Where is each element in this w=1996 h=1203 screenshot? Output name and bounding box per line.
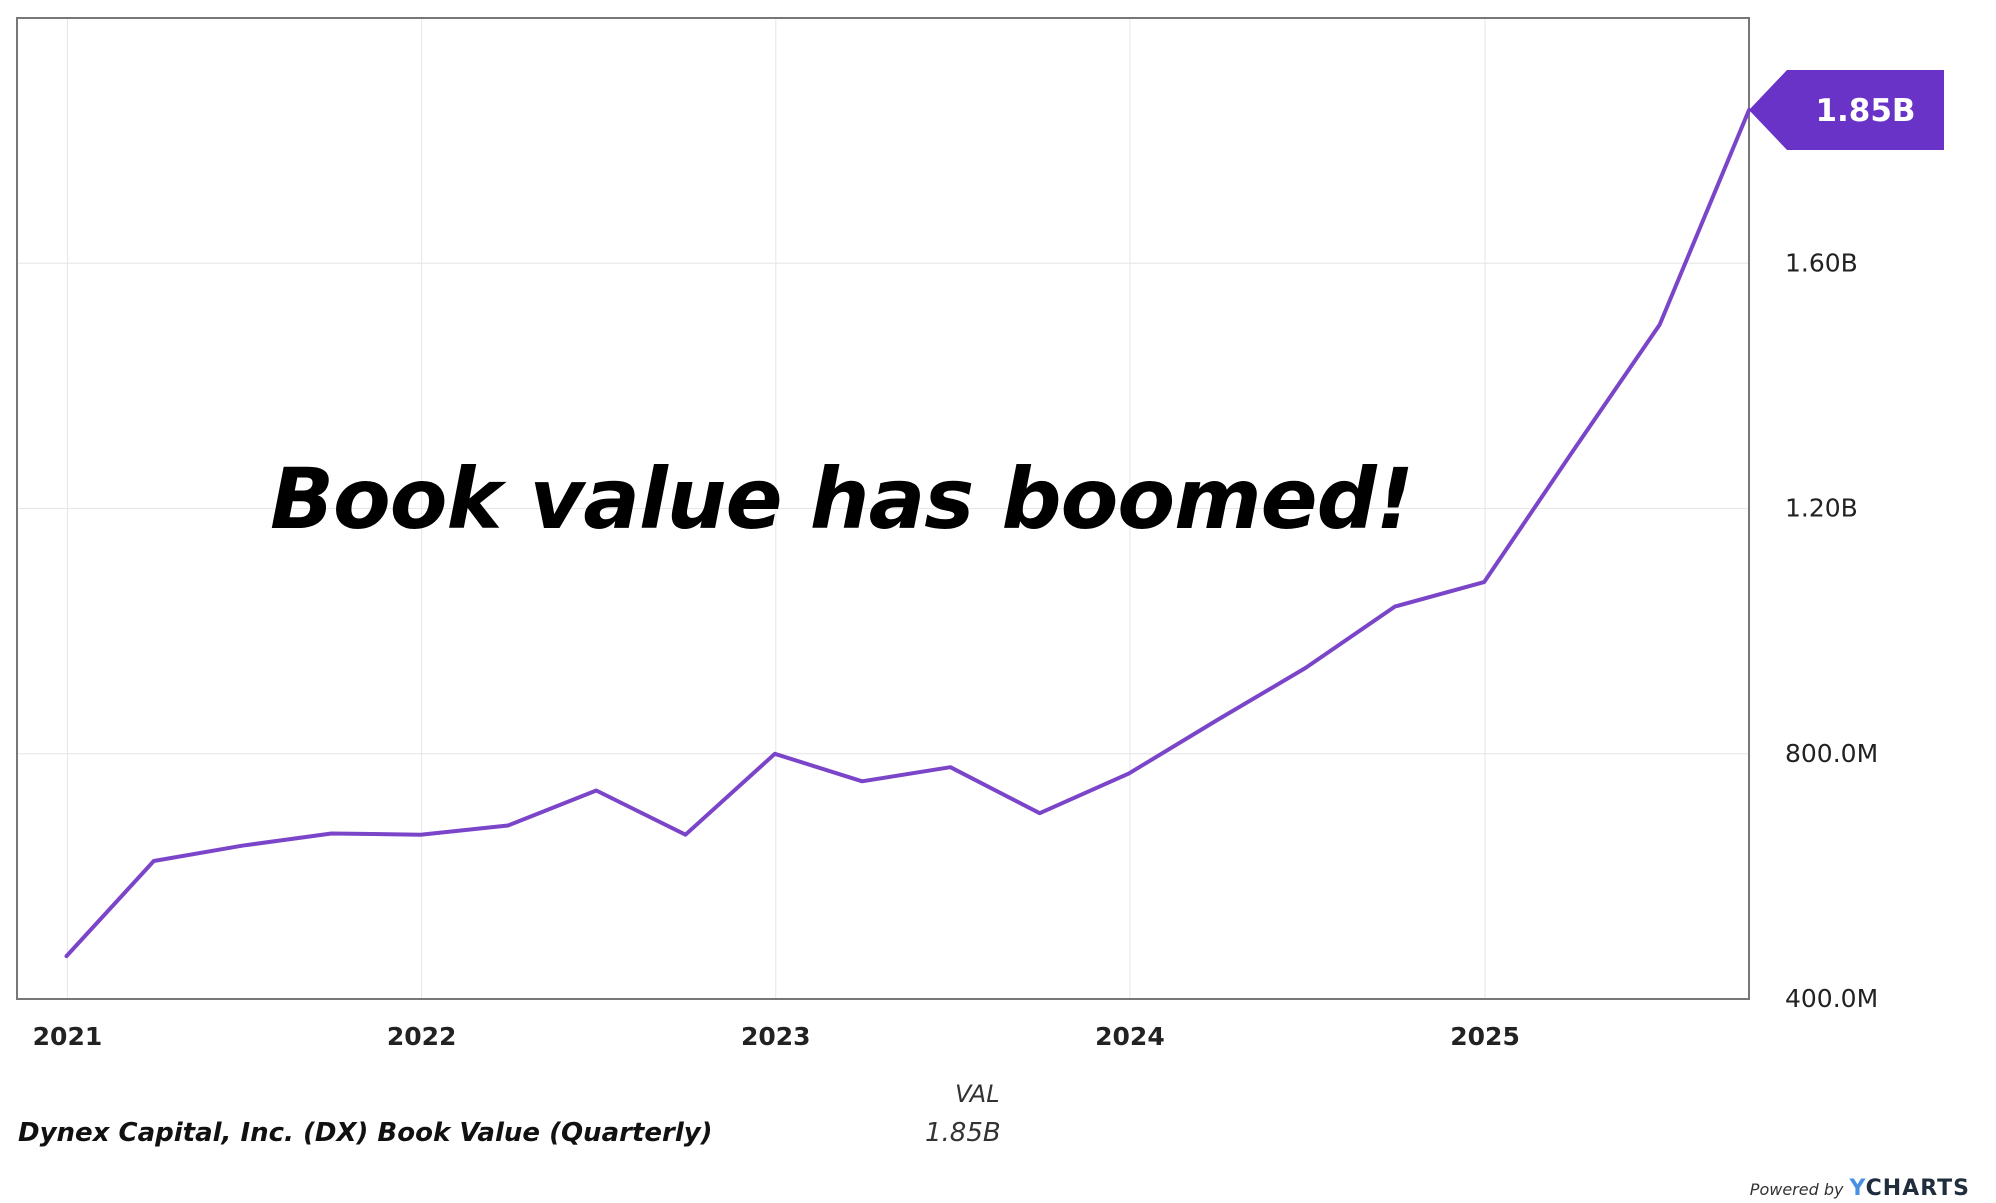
chart-annotation: Book value has boomed! (270, 450, 1413, 548)
powered-by-ycharts[interactable]: Powered by YCHARTS (1750, 1176, 1970, 1201)
powered-by-text: Powered by (1749, 1180, 1844, 1199)
legend-series-name: Dynex Capital, Inc. (DX) Book Value (Qua… (18, 1118, 713, 1148)
y-tick-label: 800.0M (1785, 739, 1878, 768)
x-tick-label: 2023 (741, 1022, 811, 1051)
y-tick-label: 400.0M (1785, 984, 1878, 1013)
x-tick-label: 2021 (33, 1022, 103, 1051)
ycharts-logo: YCHARTS (1849, 1176, 1970, 1201)
last-value-marker (1749, 69, 1944, 150)
plot-frame (16, 17, 1750, 1000)
last-value-callout: 1.85B (1749, 69, 1944, 150)
x-tick-label: 2025 (1450, 1022, 1520, 1051)
last-value-label: 1.85B (1815, 93, 1915, 129)
x-tick-label: 2024 (1095, 1022, 1165, 1051)
legend-column-header: VAL (955, 1080, 1000, 1108)
chart-grid (17, 18, 1749, 999)
y-tick-label: 1.60B (1785, 248, 1858, 277)
legend-series-value: 1.85B (925, 1118, 1001, 1148)
series-lines (64, 108, 1751, 959)
series-line (64, 108, 1751, 959)
y-tick-label: 1.20B (1785, 494, 1858, 523)
x-axis-ticks: 2021 2022 2023 2024 2025 (33, 1022, 1520, 1051)
y-axis-ticks: 400.0M 800.0M 1.20B 1.60B (1785, 248, 1878, 1013)
x-tick-label: 2022 (387, 1022, 457, 1051)
